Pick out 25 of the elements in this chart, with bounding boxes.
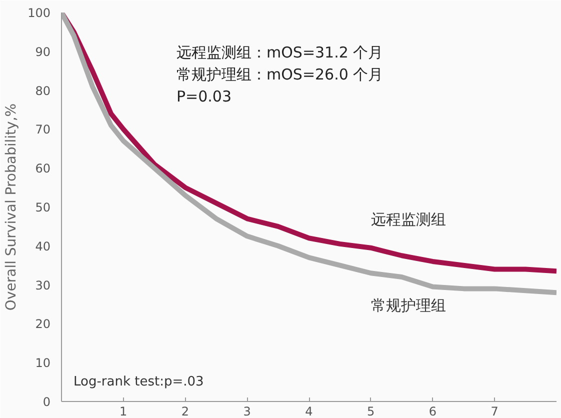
x-tick-label: 5: [367, 404, 375, 418]
y-tick-label: 90: [35, 44, 51, 59]
y-tick-label: 40: [35, 239, 51, 254]
annotation: Log-rank test:p=.03: [74, 374, 204, 390]
annotation: 常规护理组：mOS=26.0 个月: [176, 66, 384, 84]
x-tick-label: 7: [490, 404, 498, 418]
y-tick-label: 80: [35, 84, 51, 98]
x-tick-label: 2: [181, 404, 190, 418]
y-tick-label: 20: [35, 317, 51, 332]
y-tick-label: 70: [35, 122, 51, 137]
series-label: 远程监测组: [370, 210, 446, 228]
annotation: P=0.03: [176, 88, 232, 106]
x-tick-label: 6: [428, 404, 437, 418]
y-tick-label: 10: [35, 356, 51, 370]
y-tick-label: 100: [28, 6, 50, 20]
y-tick-label: 50: [35, 200, 51, 214]
y-tick-label: 0: [42, 395, 51, 409]
y-tick-label: 60: [35, 162, 51, 176]
x-tick-label: 3: [243, 404, 251, 418]
x-tick-label: 4: [305, 404, 313, 418]
y-tick-label: 30: [35, 278, 51, 292]
y-axis-title: Overall Survival Probability,%: [4, 103, 20, 311]
annotation: 远程监测组：mOS=31.2 个月: [176, 44, 384, 62]
series-label: 常规护理组: [370, 296, 446, 314]
x-tick-label: 1: [120, 404, 128, 418]
